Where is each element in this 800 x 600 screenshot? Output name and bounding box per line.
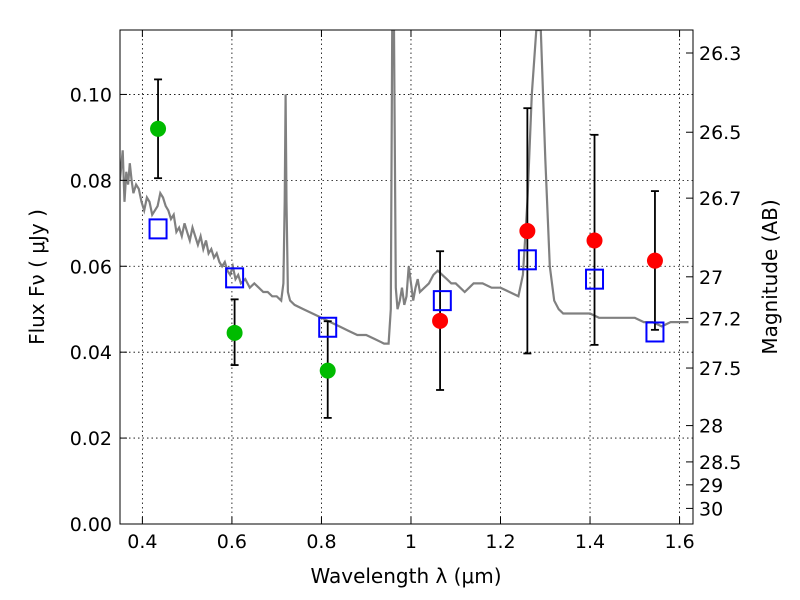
plot-frame	[119, 29, 694, 525]
magnitude-axis-label: Magnitude (AB)	[758, 199, 782, 354]
y-tick-label: 0.00	[70, 514, 112, 536]
model-point-square	[225, 267, 245, 289]
magnitude-tick-label: 26.3	[699, 43, 741, 65]
magnitude-tick-label: 29	[699, 475, 723, 497]
spectrum-layer	[120, 30, 689, 345]
y-tick-label: 0.10	[70, 84, 112, 106]
data-point	[646, 252, 663, 269]
magnitude-tick-label: 28	[699, 416, 723, 438]
x-tick-label: 1	[405, 531, 417, 553]
data-point	[519, 223, 536, 240]
magnitude-tick-label: 26.5	[699, 122, 741, 144]
magnitude-tick-label: 28.5	[699, 452, 741, 474]
y-tick-label: 0.02	[70, 428, 112, 450]
model-point-square	[585, 268, 605, 290]
model-point-square	[517, 249, 537, 271]
model-point-square	[148, 218, 168, 240]
ticks-layer: 0.4 0.6 0.8 1 1.2 1.4 1.6 0.00 0.02 0.04 0.06 0.08 0…	[70, 30, 741, 553]
x-tick-label: 1.6	[664, 531, 694, 553]
y-axis-label: Flux Fν ( μJy )	[25, 209, 49, 345]
magnitude-tick-label: 30	[699, 498, 723, 520]
x-tick-label: 0.4	[127, 531, 157, 553]
magnitude-tick-label: 27.5	[699, 358, 741, 380]
y-tick-label: 0.06	[70, 256, 112, 278]
y-tick-label: 0.08	[70, 170, 112, 192]
data-point	[150, 120, 167, 137]
grid	[120, 30, 693, 525]
magnitude-tick-label: 27	[699, 267, 723, 289]
x-tick-label: 0.6	[217, 531, 247, 553]
data-point	[319, 362, 336, 379]
data-point	[586, 232, 603, 249]
magnitude-tick-label: 26.7	[699, 188, 741, 210]
x-tick-label: 1.4	[575, 531, 605, 553]
x-tick-label: 0.8	[306, 531, 336, 553]
x-axis-label: Wavelength λ (μm)	[310, 564, 501, 588]
spectrum-line	[120, 30, 689, 345]
data-point	[432, 312, 449, 329]
model-point-square	[645, 321, 665, 343]
model-point-square	[318, 316, 338, 338]
magnitude-tick-label: 27.2	[699, 308, 741, 330]
marks-layer	[148, 78, 665, 419]
data-point	[226, 324, 243, 341]
model-point-square	[432, 290, 452, 312]
x-tick-label: 1.2	[485, 531, 515, 553]
y-tick-label: 0.04	[70, 342, 112, 364]
